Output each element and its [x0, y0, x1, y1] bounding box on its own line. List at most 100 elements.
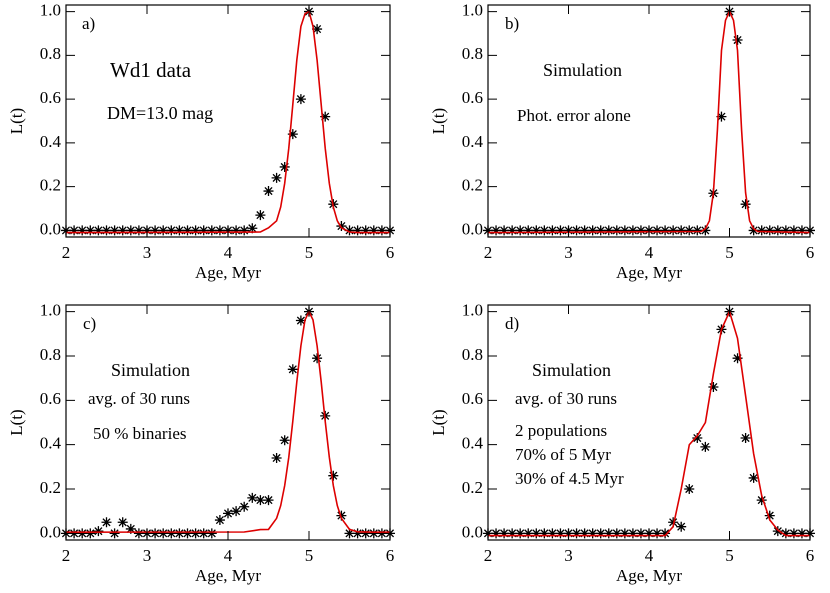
- asterisk: [247, 223, 258, 234]
- asterisk: [85, 528, 96, 539]
- asterisk: [93, 225, 104, 236]
- asterisk: [635, 225, 646, 236]
- asterisk: [716, 111, 727, 122]
- asterisk: [336, 510, 347, 521]
- x-tick-label: 5: [305, 546, 314, 565]
- asterisk: [312, 353, 323, 364]
- x-tick-label: 5: [305, 243, 314, 262]
- asterisk: [117, 225, 128, 236]
- asterisk: [360, 225, 371, 236]
- asterisk: [150, 528, 161, 539]
- asterisk: [231, 225, 242, 236]
- y-tick-label: 0.8: [40, 345, 61, 364]
- asterisk: [117, 517, 128, 528]
- y-tick-label: 1.0: [40, 0, 61, 19]
- asterisk: [77, 528, 88, 539]
- asterisk: [676, 225, 687, 236]
- asterisk: [619, 528, 630, 539]
- asterisk: [133, 225, 144, 236]
- asterisk: [748, 472, 759, 483]
- asterisk: [531, 528, 542, 539]
- x-tick-label: 3: [564, 546, 573, 565]
- asterisk: [214, 225, 225, 236]
- y-tick-label: 0.0: [40, 522, 61, 541]
- x-axis-title: Age, Myr: [195, 263, 261, 282]
- annotation: Simulation: [111, 360, 190, 380]
- asterisk: [198, 528, 209, 539]
- asterisk: [539, 225, 550, 236]
- y-tick-label: 0.2: [40, 478, 61, 497]
- asterisk: [595, 528, 606, 539]
- asterisk: [133, 528, 144, 539]
- annotation: 2 populations: [515, 421, 607, 440]
- asterisk: [780, 225, 791, 236]
- y-tick-label: 0.8: [462, 345, 483, 364]
- asterisk: [101, 225, 112, 236]
- x-axis-title: Age, Myr: [616, 566, 682, 585]
- asterisk: [772, 526, 783, 537]
- asterisk: [271, 172, 282, 183]
- asterisk: [587, 528, 598, 539]
- asterisk: [231, 506, 242, 517]
- x-tick-label: 6: [806, 546, 815, 565]
- x-tick-label: 3: [143, 243, 152, 262]
- x-tick-label: 2: [62, 546, 71, 565]
- panel-label: d): [505, 314, 519, 333]
- asterisk: [603, 528, 614, 539]
- asterisk: [507, 225, 518, 236]
- asterisk: [732, 353, 743, 364]
- asterisk: [547, 528, 558, 539]
- asterisk: [756, 495, 767, 506]
- annotation: DM=13.0 mag: [107, 103, 213, 123]
- y-axis-title: L(t): [7, 108, 26, 134]
- asterisk: [182, 528, 193, 539]
- asterisk: [352, 225, 363, 236]
- annotation: Simulation: [532, 360, 611, 380]
- asterisk: [523, 225, 534, 236]
- asterisk: [174, 225, 185, 236]
- asterisk: [700, 441, 711, 452]
- y-tick-label: 0.0: [40, 219, 61, 238]
- y-tick-label: 0.2: [462, 176, 483, 195]
- asterisk: [109, 225, 120, 236]
- asterisk: [150, 225, 161, 236]
- asterisk: [360, 528, 371, 539]
- panel-label: a): [82, 14, 95, 33]
- asterisk: [287, 129, 298, 140]
- asterisk: [603, 225, 614, 236]
- asterisk: [756, 225, 767, 236]
- asterisk: [660, 225, 671, 236]
- asterisk: [692, 225, 703, 236]
- asterisk: [279, 435, 290, 446]
- x-tick-label: 6: [806, 243, 815, 262]
- asterisk: [368, 225, 379, 236]
- y-tick-label: 0.4: [40, 132, 62, 151]
- asterisk: [531, 225, 542, 236]
- asterisk: [676, 521, 687, 532]
- asterisk: [295, 315, 306, 326]
- asterisk: [700, 225, 711, 236]
- asterisk: [352, 528, 363, 539]
- y-axis-title: L(t): [429, 409, 448, 435]
- asterisk: [547, 225, 558, 236]
- x-tick-label: 6: [386, 546, 395, 565]
- asterisk: [740, 199, 751, 210]
- asterisk: [595, 225, 606, 236]
- asterisk: [764, 510, 775, 521]
- asterisk: [507, 528, 518, 539]
- asterisk: [571, 528, 582, 539]
- asterisk: [214, 515, 225, 526]
- asterisk: [692, 433, 703, 444]
- x-tick-label: 4: [224, 243, 233, 262]
- asterisk: [668, 517, 679, 528]
- curve: [488, 309, 810, 537]
- asterisk: [109, 528, 120, 539]
- panel-label: c): [83, 314, 96, 333]
- asterisk: [101, 517, 112, 528]
- y-tick-label: 0.2: [462, 478, 483, 497]
- asterisk: [255, 210, 266, 221]
- asterisk: [732, 35, 743, 46]
- asterisk: [125, 225, 136, 236]
- asterisk: [166, 225, 177, 236]
